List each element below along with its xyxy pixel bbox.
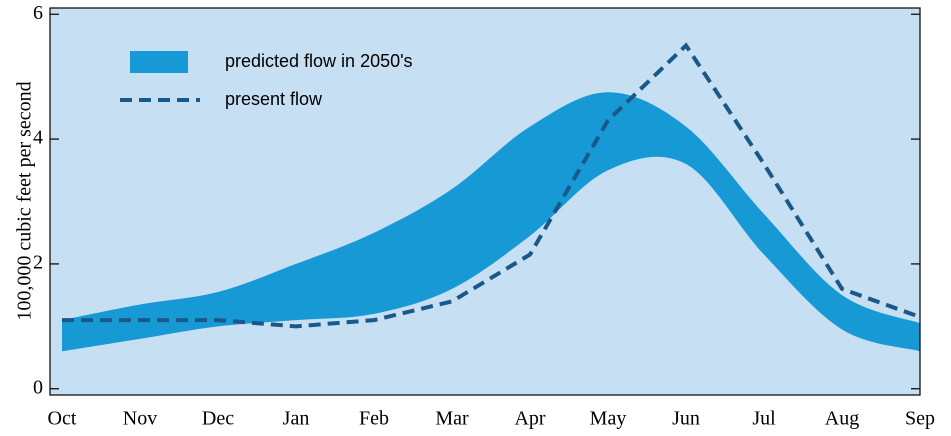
y-axis-label: 100,000 cubic feet per second	[14, 81, 36, 320]
legend-swatch	[130, 51, 188, 73]
y-tick-label: 2	[33, 252, 43, 274]
x-tick-label: Sep	[905, 408, 935, 430]
x-tick-label: Feb	[359, 408, 389, 430]
x-tick-label: Oct	[48, 408, 77, 430]
flow-band	[62, 92, 920, 352]
x-tick-label: May	[590, 408, 627, 430]
legend-label: predicted flow in 2050's	[225, 51, 413, 71]
x-tick-label: Nov	[123, 408, 157, 430]
x-tick-label: Apr	[514, 408, 545, 430]
y-tick-label: 6	[33, 2, 43, 24]
x-tick-label: Jul	[752, 408, 776, 430]
flow-line	[62, 42, 921, 329]
y-tick-label: 4	[33, 127, 43, 149]
y-tick-label: 0	[33, 376, 43, 398]
x-tick-label: Jun	[672, 408, 700, 430]
plot-frame	[49, 7, 921, 396]
x-tick-label: Dec	[202, 408, 234, 430]
x-tick-label: Mar	[435, 408, 469, 430]
legend-label: present flow	[225, 89, 323, 109]
x-tick-label: Jan	[283, 408, 310, 430]
x-tick-label: Aug	[825, 408, 859, 430]
